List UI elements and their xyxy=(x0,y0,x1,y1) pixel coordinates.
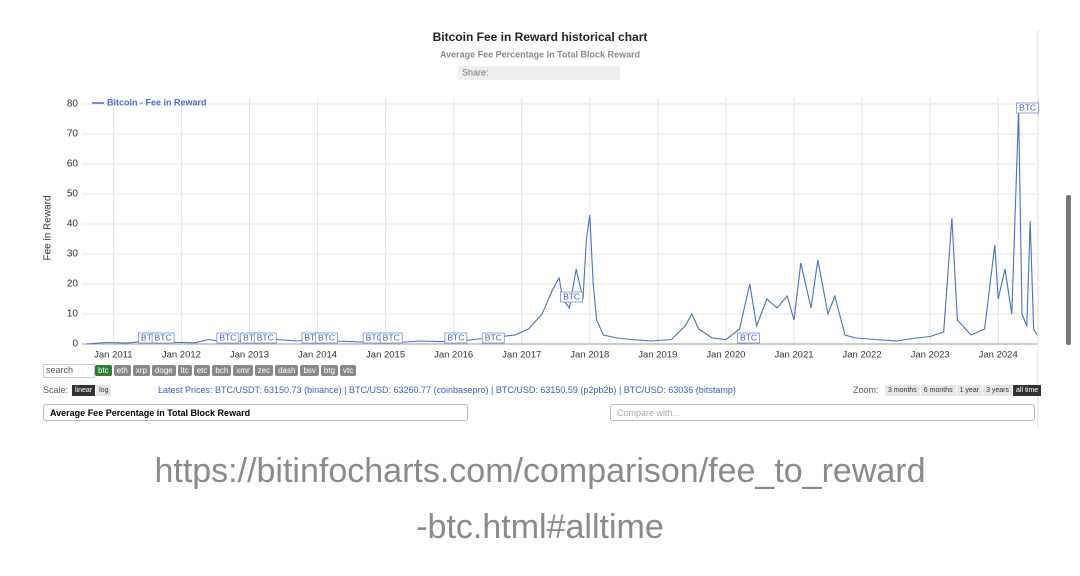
coin-buttons: btc eth xrp doge ltc etc bch xmr zec dash bsv btg vt… xyxy=(95,365,358,376)
scale-button[interactable]: log xyxy=(96,385,112,396)
price-item: Latest Prices: BTC/USDT: 63150.73 (binan… xyxy=(158,385,342,395)
y-tick-label: 40 xyxy=(67,219,79,230)
x-tick-label: Jan 2017 xyxy=(502,350,541,361)
separator: | xyxy=(488,385,496,395)
price-item: BTC/USD: 63036 (bitstamp) xyxy=(623,385,736,395)
x-tick-label: Jan 2016 xyxy=(434,350,473,361)
separator: | xyxy=(616,385,624,395)
y-tick-label: 10 xyxy=(67,309,79,320)
flag-label: BTC xyxy=(447,332,464,342)
zoom-button[interactable]: 6 months xyxy=(920,385,956,396)
y-tick-label: 30 xyxy=(67,249,79,260)
flag-label: BTC xyxy=(318,332,335,342)
flag xyxy=(151,332,175,344)
scale-buttons: linear log xyxy=(72,384,112,396)
separator: | xyxy=(341,385,349,395)
coin-button[interactable]: ltc xyxy=(177,365,192,376)
chart-title: Bitcoin Fee in Reward historical chart xyxy=(433,30,648,44)
url-line: https://bitinfocharts.com/comparison/fee… xyxy=(154,452,926,490)
flag-label: BTC xyxy=(243,332,260,342)
zoom-button[interactable]: 3 months xyxy=(885,385,920,396)
zoom-button[interactable]: 3 years xyxy=(983,385,1013,396)
y-tick-label: 20 xyxy=(67,279,79,290)
x-tick-label: Jan 2023 xyxy=(911,350,950,361)
flag-label: BTC xyxy=(304,332,321,342)
compare-select[interactable]: Compare with... xyxy=(610,404,1035,421)
zoom-buttons[interactable]: 3 months 6 months 1 year 3 years all time xyxy=(885,384,1042,396)
x-tick-label: Jan 2018 xyxy=(570,350,609,361)
price-item: BTC/USD: 63150.59 (p2pb2b) xyxy=(495,385,617,395)
flag xyxy=(1016,102,1040,114)
coin-button[interactable]: dash xyxy=(275,365,299,376)
coin-button[interactable]: btg xyxy=(320,365,339,376)
x-tick-label: Jan 2014 xyxy=(298,350,337,361)
x-tick-label: Jan 2015 xyxy=(366,350,405,361)
coin-button[interactable]: vtc xyxy=(340,365,357,376)
y-tick-label: 80 xyxy=(67,99,79,110)
flag-label: BTC xyxy=(485,332,502,342)
latest-prices: Latest Prices: BTC/USDT: 63150.73 (binan… xyxy=(158,385,736,395)
flag-label: BTC xyxy=(366,332,383,342)
scale-label: Scale: xyxy=(43,385,69,395)
zoom-button[interactable]: all time xyxy=(1013,385,1042,396)
coin-button[interactable]: btc xyxy=(95,365,112,376)
url-line: -btc.html#alltime xyxy=(416,508,664,546)
flag-label: BTC xyxy=(257,332,274,342)
chart: Bitcoin Fee in Reward historical chart A… xyxy=(43,30,1071,428)
zoom-button[interactable]: 1 year xyxy=(956,385,983,396)
y-tick-label: 60 xyxy=(67,159,79,170)
flag-label: BTC xyxy=(219,332,236,342)
coin-button[interactable]: bsv xyxy=(300,365,319,376)
flag-label: BTC xyxy=(383,332,400,342)
coin-button[interactable]: eth xyxy=(113,365,131,376)
coin-button[interactable]: doge xyxy=(151,365,176,376)
flag-label: BTC xyxy=(155,332,172,342)
legend-label: Bitcoin - Fee in Reward xyxy=(107,97,207,107)
x-tick-label: Jan 2024 xyxy=(979,350,1018,361)
price-item: BTC/USD: 63260.77 (coinbasepro) xyxy=(348,385,489,395)
flag-label: BTC xyxy=(563,291,580,301)
x-tick-label: Jan 2011 xyxy=(94,350,132,361)
x-tick-label: Jan 2012 xyxy=(162,350,201,361)
search-box[interactable]: search xyxy=(43,364,95,378)
coin-button[interactable]: zec xyxy=(254,365,274,376)
scrollbar xyxy=(1066,195,1071,345)
flag xyxy=(560,291,583,303)
flag-label: BTC xyxy=(1019,102,1036,112)
flag xyxy=(444,332,468,344)
series-line xyxy=(86,109,1038,345)
coin-button[interactable]: xmr xyxy=(233,365,253,376)
flag xyxy=(253,332,277,344)
coin-button[interactable]: bch xyxy=(212,365,232,376)
flag xyxy=(216,332,240,344)
flag xyxy=(481,332,505,344)
y-tick-label: 0 xyxy=(72,339,78,350)
scale-button[interactable]: linear xyxy=(72,385,96,396)
coin-button[interactable]: etc xyxy=(193,365,211,376)
share-label: Share: xyxy=(462,67,489,77)
share-bar xyxy=(458,66,620,80)
flag xyxy=(379,332,403,344)
flag-label: BTC xyxy=(740,332,757,342)
y-tick-label: 70 xyxy=(67,129,79,140)
x-tick-label: Jan 2022 xyxy=(843,350,882,361)
y-tick-label: 50 xyxy=(67,189,79,200)
flag xyxy=(315,332,338,344)
x-tick-label: Jan 2020 xyxy=(706,350,745,361)
zoom-label: Zoom: xyxy=(853,385,879,395)
metric-select[interactable]: Average Fee Percentage in Total Block Re… xyxy=(43,404,468,421)
x-tick-label: Jan 2013 xyxy=(230,350,269,361)
y-axis-label: Fee in Reward xyxy=(43,195,54,260)
chart-subtitle: Average Fee Percentage in Total Block Re… xyxy=(440,49,640,59)
flag-label: BTC xyxy=(141,332,158,342)
x-tick-label: Jan 2021 xyxy=(774,350,813,361)
flag xyxy=(737,332,760,344)
coin-button[interactable]: xrp xyxy=(132,365,150,376)
x-tick-label: Jan 2019 xyxy=(638,350,677,361)
